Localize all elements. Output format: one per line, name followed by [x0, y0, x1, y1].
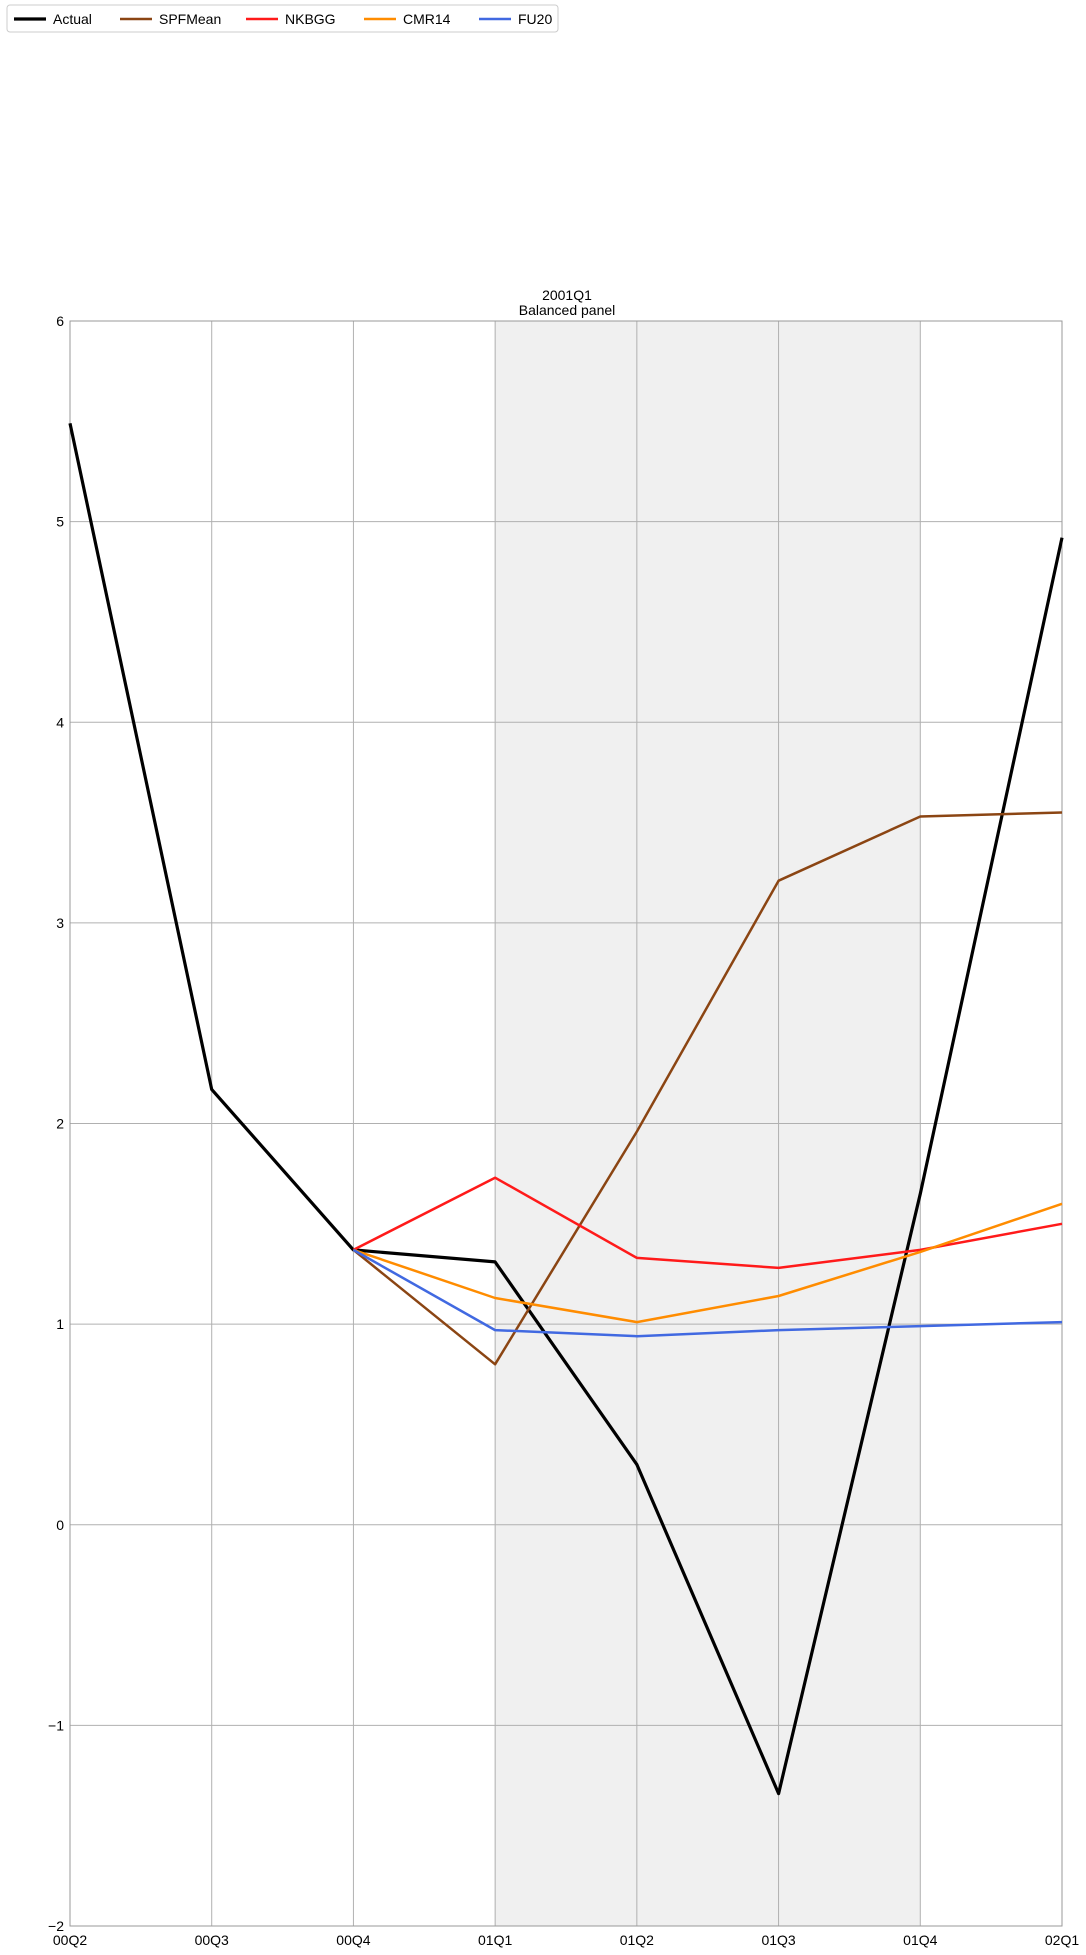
y-tick-label: 5: [56, 514, 64, 530]
y-tick-label: 0: [56, 1517, 64, 1533]
series-lines: [68, 422, 1064, 1796]
x-tick-label: 01Q3: [761, 1932, 795, 1948]
series-line-spfmean: [352, 811, 1063, 1366]
y-tick-label: 1: [56, 1316, 64, 1332]
x-tick-label: 00Q2: [53, 1932, 87, 1948]
legend[interactable]: Actual SPFMean NKBGG CMR14 FU20: [6, 4, 559, 33]
x-tick-label: 01Q1: [478, 1932, 512, 1948]
x-tick-label: 02Q1: [1045, 1932, 1079, 1948]
legend-label-spfmean: SPFMean: [159, 11, 221, 27]
legend-label-actual: Actual: [53, 11, 92, 27]
y-tick-label: 3: [56, 915, 64, 931]
x-tick-label: 00Q3: [195, 1932, 229, 1948]
series-line-fu20: [352, 1248, 1063, 1338]
x-tick-labels: 00Q2 00Q3 00Q4 01Q1 01Q2 01Q3 01Q4 02Q1: [53, 1932, 1079, 1948]
y-tick-label: −1: [48, 1717, 64, 1733]
series-line-cmr14: [352, 1202, 1063, 1324]
y-tick-label: 6: [56, 313, 64, 329]
legend-label-cmr14: CMR14: [403, 11, 451, 27]
legend-label-nkbgg: NKBGG: [285, 11, 336, 27]
legend-box: [6, 4, 559, 33]
plot-frame: [69, 320, 1063, 1927]
series-line-nkbgg: [352, 1176, 1063, 1270]
x-tick-label: 01Q2: [620, 1932, 654, 1948]
chart-title: 2001Q1: [542, 287, 592, 303]
series-line-actual: [68, 422, 1064, 1796]
x-tick-label: 00Q4: [336, 1932, 370, 1948]
legend-label-fu20: FU20: [518, 11, 552, 27]
chart-subtitle: Balanced panel: [519, 302, 616, 318]
x-tick-label: 01Q4: [903, 1932, 937, 1948]
y-tick-label: 4: [56, 714, 64, 730]
y-tick-labels: −2 −1 0 1 2 3 4 5 6: [48, 313, 64, 1934]
y-tick-label: −2: [48, 1918, 64, 1934]
y-tick-label: 2: [56, 1116, 64, 1132]
